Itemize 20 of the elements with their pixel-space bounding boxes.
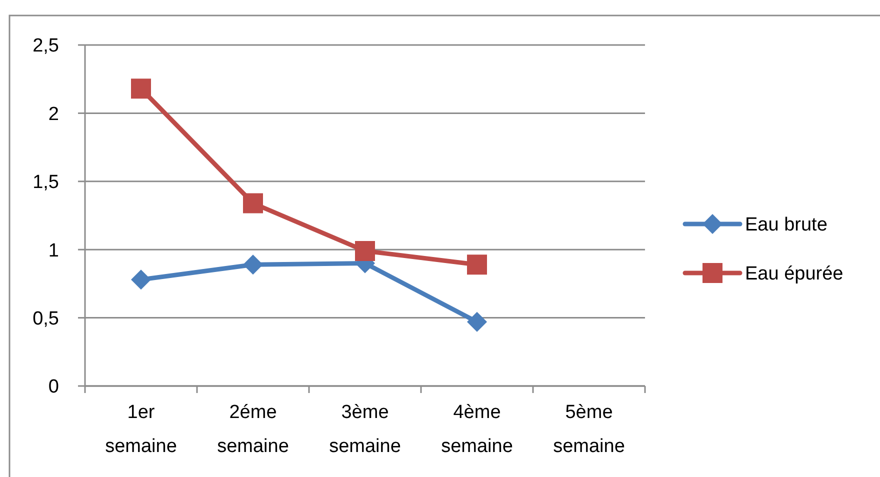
y-tick-label: 2,5 — [32, 36, 59, 57]
point — [467, 254, 487, 275]
x-tick-label: 4ème semaine — [441, 402, 513, 457]
point — [467, 312, 487, 332]
y-tick-label: 1 — [48, 240, 59, 262]
x-tick-label: 1er semaine — [105, 402, 177, 457]
point — [355, 240, 375, 261]
x-tick-label: 5ème semaine — [553, 402, 625, 457]
x-tick-label: 3ème semaine — [329, 402, 401, 457]
legend-label: Eau brute — [745, 214, 828, 236]
point — [131, 270, 151, 290]
x-tick-label: 2éme semaine — [217, 402, 289, 457]
y-tick-label: 2 — [48, 104, 59, 125]
y-tick-label: 0 — [48, 376, 59, 398]
y-tick-label: 0,5 — [32, 308, 59, 330]
point — [243, 193, 263, 214]
legend-label: Eau épurée — [745, 264, 844, 285]
point — [243, 254, 263, 275]
point — [131, 78, 151, 99]
y-tick-label: 1,5 — [32, 172, 59, 194]
